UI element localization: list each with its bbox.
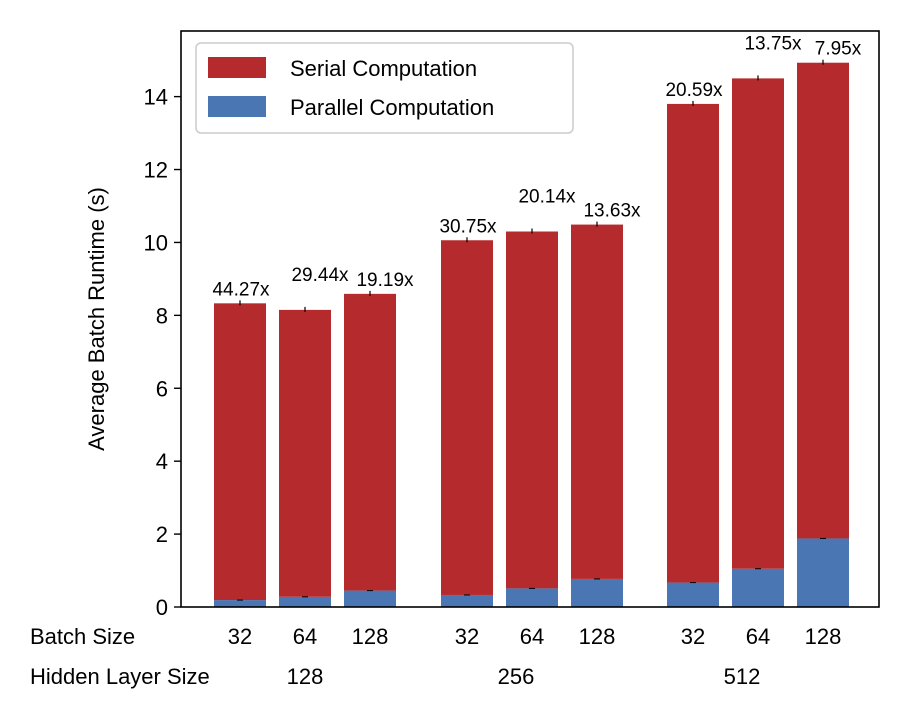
y-tick-label-14: 14 [144,85,168,110]
x-tick-label-batch-5: 128 [579,624,616,649]
bar-parallel-7 [732,568,784,607]
bar-serial-2 [344,293,396,591]
y-tick-label-0: 0 [156,595,168,620]
x-tick-label-batch-8: 128 [805,624,842,649]
speedup-label-4: 20.14x [518,187,576,208]
speedup-label-2: 19.19x [356,270,414,291]
bars-layer [214,62,849,607]
speedup-label-7: 13.75x [744,33,802,54]
y-tick-label-8: 8 [156,303,168,328]
bar-parallel-0 [214,600,266,607]
bar-parallel-5 [571,578,623,607]
plot-frame [180,30,880,608]
bar-serial-3 [441,240,493,595]
legend-swatch-parallel [208,96,266,117]
y-tick-label-12: 12 [144,158,168,183]
x-tick-label-batch-7: 64 [746,624,770,649]
x-group-label-0: 128 [287,664,324,689]
bar-serial-8 [797,62,849,539]
bar-serial-7 [732,78,784,569]
speedup-label-0: 44.27x [212,279,270,300]
hidden-layer-size-row-label: Hidden Layer Size [30,664,210,689]
legend-swatch-serial [208,57,266,78]
bar-parallel-4 [506,588,558,607]
speedup-label-6: 20.59x [665,80,723,101]
speedup-labels-layer: 44.27x 29.44x 19.19x 30.75x 20.14x 13.63x 20.5… [212,33,861,300]
bar-serial-0 [214,303,266,601]
x-tick-label-batch-6: 32 [681,624,705,649]
y-axis: 0 2 4 6 8 10 12 14 [144,85,181,620]
batch-size-row-label: Batch Size [30,624,135,649]
x-group-label-1: 256 [498,664,535,689]
legend-label-serial: Serial Computation [290,56,477,81]
y-tick-label-6: 6 [156,376,168,401]
x-tick-label-batch-3: 32 [455,624,479,649]
bar-parallel-1 [279,596,331,607]
bar-parallel-8 [797,538,849,607]
legend: Serial Computation Parallel Computation [195,42,574,134]
error-bars-layer [237,59,826,601]
bar-serial-6 [667,103,719,583]
x-group-label-2: 512 [724,664,761,689]
bar-serial-5 [571,224,623,579]
bar-serial-4 [506,231,558,589]
bar-serial-1 [279,309,331,597]
y-tick-label-2: 2 [156,522,168,547]
speedup-label-3: 30.75x [439,216,497,237]
x-axis: 32 64 128 32 64 128 32 64 128 128 256 512 [228,624,842,689]
y-axis-title: Average Batch Runtime (s) [84,187,109,451]
speedup-label-8: 7.95x [815,39,862,60]
speedup-label-5: 13.63x [583,201,641,222]
x-tick-label-batch-0: 32 [228,624,252,649]
y-tick-label-4: 4 [156,449,168,474]
legend-label-parallel: Parallel Computation [290,95,494,120]
x-tick-label-batch-1: 64 [293,624,317,649]
bar-parallel-6 [667,582,719,607]
x-tick-label-batch-2: 128 [352,624,389,649]
x-tick-label-batch-4: 64 [520,624,544,649]
speedup-label-1: 29.44x [291,265,349,286]
legend-box [195,42,574,134]
bar-parallel-3 [441,594,493,607]
bar-parallel-2 [344,590,396,607]
y-tick-label-10: 10 [144,230,168,255]
